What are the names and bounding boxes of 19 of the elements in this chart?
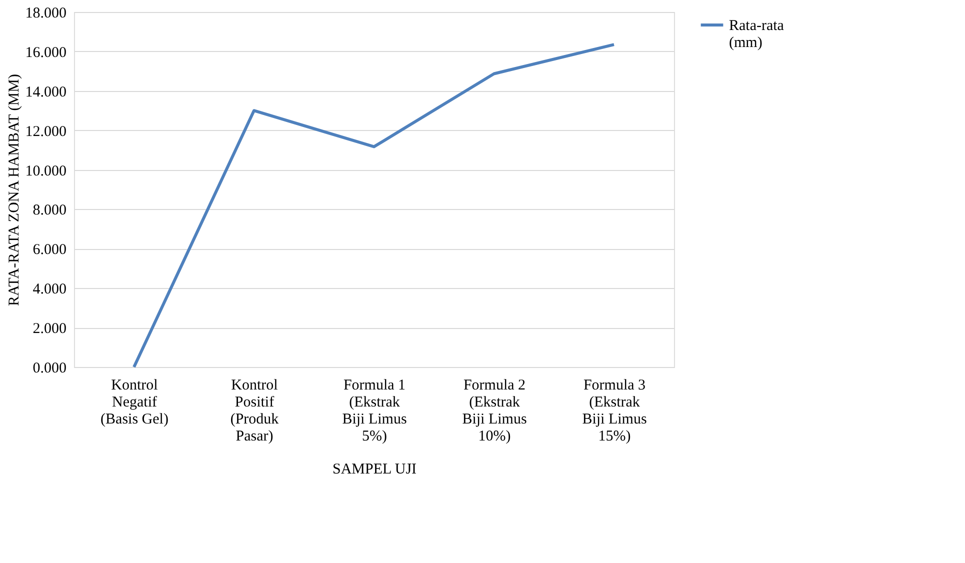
y-axis-title: RATA-RATA ZONA HAMBAT (MM) bbox=[6, 74, 22, 306]
y-tick-label: 4.000 bbox=[32, 282, 66, 298]
legend-label: Rata-rata (mm) bbox=[729, 18, 784, 51]
y-tick-label: 0.000 bbox=[32, 360, 66, 376]
y-tick-label: 16.000 bbox=[25, 44, 66, 61]
y-tick-label: 12.000 bbox=[25, 124, 66, 140]
y-tick-label: 6.000 bbox=[32, 242, 66, 258]
x-axis-title: SAMPEL UJI bbox=[332, 462, 417, 478]
y-tick-label: 18.000 bbox=[25, 6, 66, 22]
x-tick-label: Formula 3 (Ekstrak Biji Limus 15%) bbox=[582, 378, 647, 444]
y-tick-label: 2.000 bbox=[32, 321, 66, 338]
x-tick-label: Formula 2 (Ekstrak Biji Limus 10%) bbox=[462, 378, 527, 444]
y-tick-label: 14.000 bbox=[25, 84, 66, 100]
x-tick-label: Formula 1 (Ekstrak Biji Limus 5%) bbox=[342, 378, 407, 444]
x-tick-label: Kontrol Positif (Produk Pasar) bbox=[230, 378, 280, 444]
x-tick-label: Kontrol Negatif (Basis Gel) bbox=[100, 378, 168, 428]
y-tick-label: 8.000 bbox=[32, 202, 66, 219]
y-tick-label: 10.000 bbox=[25, 163, 66, 180]
line-series bbox=[132, 43, 616, 368]
